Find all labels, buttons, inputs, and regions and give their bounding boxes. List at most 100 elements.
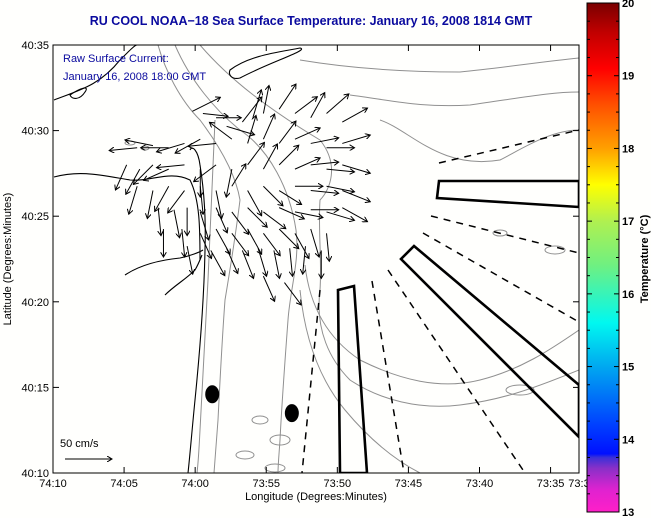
current-vector [226, 169, 233, 197]
current-vector [199, 211, 208, 240]
colorbar [586, 2, 620, 513]
plot-area [53, 45, 579, 473]
current-vector [241, 97, 262, 123]
shipping-lane-dashed [422, 232, 579, 323]
current-vector [303, 246, 306, 274]
x-tick-label: 74:00 [181, 478, 209, 490]
current-vector [133, 164, 154, 185]
current-vector [327, 233, 330, 261]
current-vector [125, 140, 154, 147]
current-vector [278, 190, 301, 205]
current-vector [342, 207, 367, 222]
inset-current-time: January 16, 2008 18:00 GMT [63, 71, 206, 83]
coastline-raritan-bay [53, 173, 201, 261]
isobath-northern-1 [299, 57, 579, 73]
y-axis-label: Latitude (Degrees:Minutes) [2, 193, 14, 326]
current-vector [257, 248, 266, 276]
current-vector [326, 185, 355, 192]
colorbar-tick-label: 16 [622, 289, 634, 301]
current-vector [199, 233, 211, 258]
shipping-lane-box-east [435, 179, 579, 209]
current-vector [326, 211, 355, 220]
current-vector [215, 207, 227, 233]
current-vector [168, 190, 185, 213]
current-vector [157, 165, 185, 168]
coastline [53, 45, 303, 473]
current-vector [262, 144, 277, 170]
current-vector [182, 228, 185, 257]
scale-arrow-label: 50 cm/s [60, 438, 99, 450]
y-tick-label: 40:30 [21, 126, 49, 138]
current-vector [263, 185, 283, 206]
figure-title: RU COOL NOAA−18 Sea Surface Temperature:… [90, 14, 533, 28]
isobath-canyon-mid [174, 45, 298, 473]
current-vector [310, 228, 319, 257]
current-vector [310, 93, 325, 119]
buoy-marker [205, 385, 220, 404]
isobath-patch [269, 434, 291, 446]
y-tick-label: 40:35 [21, 40, 49, 52]
x-tick-label: 73:55 [252, 478, 280, 490]
current-vector [210, 250, 225, 275]
current-vector [294, 97, 317, 114]
current-vector [278, 207, 304, 219]
current-vector [129, 186, 138, 214]
current-vector [310, 138, 339, 144]
y-tick-label: 40:25 [21, 211, 49, 223]
buoy-marker [284, 404, 299, 423]
colorbar-tick-label: 17 [622, 216, 634, 228]
shipping-lane-dashed [301, 289, 321, 473]
coastline-rockaway [228, 47, 303, 79]
current-vector [294, 233, 309, 258]
current-vector [326, 94, 349, 114]
colorbar-tick-label: 14 [622, 434, 635, 446]
colorbar-label: Temperature (°C) [639, 214, 651, 303]
isobath-southern [299, 289, 421, 473]
current-vector [226, 125, 255, 134]
current-vector [231, 233, 249, 255]
current-vector [262, 114, 274, 140]
x-tick-label: 74:05 [110, 478, 138, 490]
y-tick-label: 40:10 [21, 468, 49, 480]
current-vector [247, 207, 268, 228]
isobath-patch [251, 415, 269, 425]
coastline-navesink [124, 249, 204, 276]
current-vector [310, 191, 339, 194]
coastline-staten-island [69, 87, 87, 99]
shipping-lane-dashed [387, 269, 526, 473]
colorbar-tick-label: 13 [622, 507, 634, 518]
inset-current-label: Raw Surface Current: [63, 53, 169, 65]
isobath-patch [235, 450, 255, 460]
current-vector [186, 246, 193, 274]
coastline-nj-shore [187, 249, 206, 473]
current-vector [278, 145, 299, 166]
colorbar-tick-label: 19 [622, 71, 634, 83]
isobath-northern-3 [379, 119, 579, 163]
current-vector [273, 250, 280, 278]
current-vector [194, 164, 217, 182]
map-layer: 50 cm/s Raw Surface Current: January 16,… [53, 45, 579, 473]
isobath-nearshore [196, 119, 216, 473]
current-vector [294, 211, 323, 218]
current-vector [173, 209, 180, 238]
current-vector [215, 190, 222, 219]
current-vector [284, 282, 301, 305]
y-tick-label: 40:20 [21, 297, 49, 309]
current-vector [158, 207, 161, 236]
x-tick-label: 73:50 [324, 478, 352, 490]
current-vector [109, 148, 138, 151]
isobath-patch [544, 245, 566, 255]
current-vector [262, 85, 269, 114]
current-vector [278, 121, 296, 144]
current-vector [247, 115, 256, 144]
colorbar-ticks: 20 19 18 17 16 15 14 13 [587, 0, 635, 518]
y-tick-label: 40:15 [21, 382, 49, 394]
current-vector [231, 211, 249, 234]
isobath-canyon-west [157, 45, 241, 473]
x-tick-label: 73:3 [568, 478, 589, 490]
shipping-lane-box-southeast [399, 244, 579, 439]
plot-frame [52, 44, 580, 474]
isobath-patch [264, 463, 286, 473]
current-vector [342, 108, 367, 123]
current-vector [278, 84, 296, 110]
